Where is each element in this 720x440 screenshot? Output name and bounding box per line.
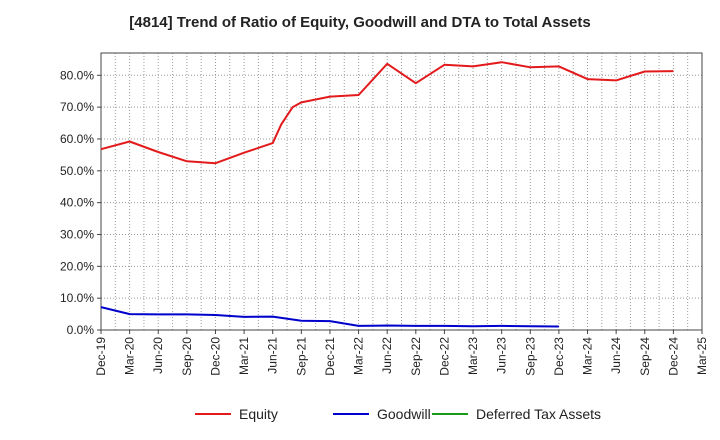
x-tick-label: Dec-21: [323, 337, 337, 376]
x-tick-label: Dec-23: [552, 337, 566, 376]
y-tick-label: 50.0%: [60, 164, 94, 178]
x-tick-label: Jun-23: [495, 337, 509, 374]
x-tick-label: Mar-25: [695, 337, 709, 375]
legend-label: Deferred Tax Assets: [476, 406, 601, 422]
series-line-goodwill: [100, 306, 559, 328]
x-tick-label: Mar-20: [123, 337, 137, 375]
y-tick-label: 70.0%: [60, 100, 94, 114]
x-tick-label: Dec-24: [666, 337, 680, 376]
x-tick-label: Sep-22: [409, 337, 423, 376]
x-tick-label: Mar-23: [466, 337, 480, 375]
x-tick-label: Jun-20: [151, 337, 165, 374]
x-tick-label: Dec-22: [437, 337, 451, 376]
chart-title: [4814] Trend of Ratio of Equity, Goodwil…: [129, 14, 591, 31]
x-tick-label: Sep-21: [294, 337, 308, 376]
x-tick-label: Mar-22: [352, 337, 366, 375]
plot-frame: [100, 52, 703, 331]
x-tick-label: Sep-20: [180, 337, 194, 376]
x-tick-label: Jun-21: [266, 337, 280, 374]
x-tick-label: Dec-19: [94, 337, 108, 376]
series-layer: [100, 61, 674, 328]
y-tick-label: 0.0%: [67, 323, 95, 337]
x-tick-label: Sep-24: [638, 337, 652, 376]
y-tick-label: 10.0%: [60, 291, 94, 305]
x-tick-label: Jun-22: [380, 337, 394, 374]
legend-label: Goodwill: [377, 406, 431, 422]
y-tick-label: 20.0%: [60, 259, 94, 273]
axis-layer: 0.0% 10.0% 20.0% 30.0% 40.0% 50.0% 60.0% 70.0% 8…: [60, 52, 709, 376]
x-tick-label: Dec-20: [208, 337, 222, 376]
x-tick-label: Jun-24: [609, 337, 623, 374]
y-tick-label: 30.0%: [60, 227, 94, 241]
series-line-equity: [100, 61, 674, 165]
y-tick-label: 80.0%: [60, 68, 94, 82]
y-tick-label: 40.0%: [60, 196, 94, 210]
x-tick-label: Sep-23: [523, 337, 537, 376]
grid-layer: [100, 53, 703, 331]
x-tick-label: Mar-24: [581, 337, 595, 375]
y-tick-label: 60.0%: [60, 132, 94, 146]
legend: Equity Goodwill Deferred Tax Assets: [195, 406, 601, 422]
legend-label: Equity: [239, 406, 278, 422]
x-tick-label: Mar-21: [237, 337, 251, 375]
